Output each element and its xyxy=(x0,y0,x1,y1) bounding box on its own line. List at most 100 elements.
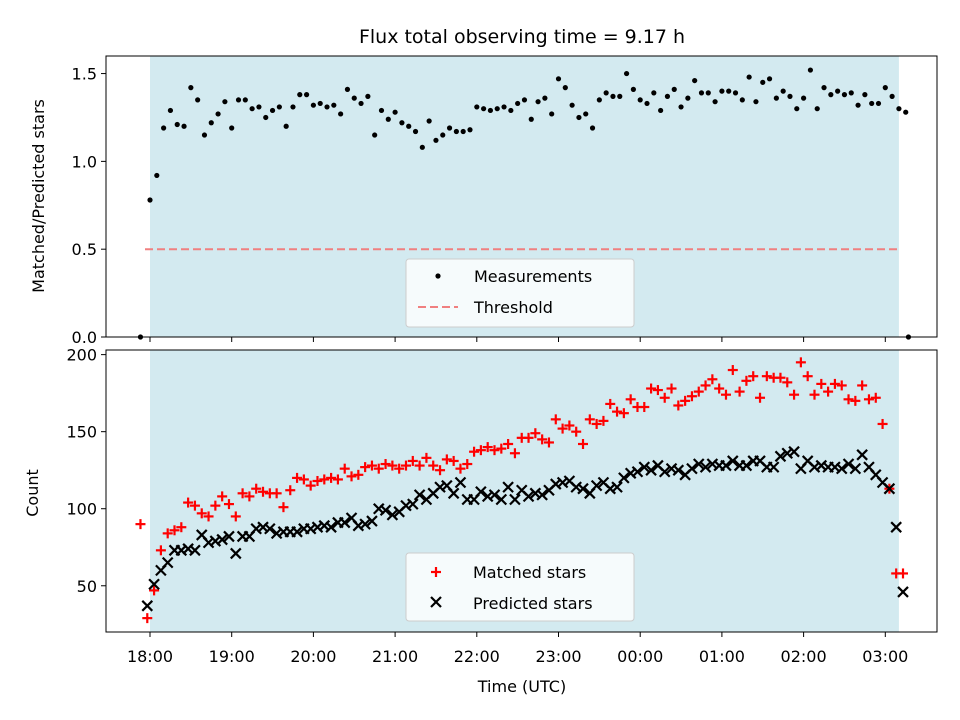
matched-star-point xyxy=(475,445,486,456)
measurement-point xyxy=(821,85,827,91)
measurement-point xyxy=(549,111,555,117)
measurement-point xyxy=(617,93,623,99)
predicted-star-point xyxy=(835,462,848,475)
predicted-star-point xyxy=(658,465,671,478)
measurement-point xyxy=(685,95,691,101)
predicted-star-point xyxy=(672,464,685,476)
matched-star-point xyxy=(863,394,874,405)
matched-star-point xyxy=(564,420,575,431)
measurement-point xyxy=(766,76,773,82)
measurement-point xyxy=(290,104,296,110)
matched-star-point xyxy=(571,426,582,437)
matched-star-point xyxy=(829,378,840,389)
bottom-x-tick-label: 23:00 xyxy=(535,647,581,666)
matched-star-point xyxy=(142,613,153,624)
matched-star-point xyxy=(469,446,480,457)
matched-star-point xyxy=(210,500,221,511)
bottom-y-tick-label: 150 xyxy=(66,423,97,442)
matched-star-point xyxy=(292,472,303,483)
predicted-star-point xyxy=(849,462,862,475)
predicted-star-stroke-b xyxy=(774,450,787,463)
matched-star-point xyxy=(523,432,534,443)
matched-star-point xyxy=(346,471,357,482)
measurement-point xyxy=(412,128,419,135)
measurement-point xyxy=(739,97,745,103)
matched-star-point xyxy=(761,371,772,382)
predicted-star-stroke-b xyxy=(189,544,201,557)
predicted-star-stroke-b xyxy=(808,461,821,473)
measurement-point xyxy=(903,109,909,115)
legend-predicted-marker xyxy=(430,596,442,608)
measurement-point xyxy=(147,197,153,203)
matched-star-point xyxy=(686,391,697,402)
matched-star-point xyxy=(680,395,691,406)
matched-star-point xyxy=(720,389,731,400)
matched-star-point xyxy=(816,378,827,389)
predicted-star-point xyxy=(447,487,460,500)
predicted-star-stroke-b xyxy=(556,476,569,489)
matched-star-point xyxy=(618,408,629,419)
predicted-star-point xyxy=(890,521,902,533)
predicted-star-stroke-b xyxy=(638,461,651,473)
measurement-point xyxy=(589,125,596,131)
measurement-point xyxy=(760,79,766,85)
predicted-star-stroke-b xyxy=(481,490,494,503)
predicted-star-stroke-b xyxy=(549,478,562,490)
measurement-point xyxy=(658,107,664,114)
predicted-star-point xyxy=(522,490,535,503)
predicted-star-point xyxy=(454,476,467,489)
predicted-star-stroke-b xyxy=(727,455,739,467)
matched-star-point xyxy=(639,402,650,413)
measurement-point xyxy=(188,85,194,91)
measurement-point xyxy=(753,99,759,105)
predicted-star-point xyxy=(161,556,174,569)
predicted-star-stroke-b xyxy=(400,499,412,512)
predicted-star-point xyxy=(379,504,392,517)
measurement-point xyxy=(719,88,725,94)
matched-star-point xyxy=(217,491,228,502)
predicted-star-stroke-b xyxy=(338,516,351,529)
predicted-star-stroke-b xyxy=(148,578,160,591)
bottom-x-tick-label: 20:00 xyxy=(290,647,336,666)
measurement-point xyxy=(501,104,507,110)
matched-star-point xyxy=(435,465,446,476)
measurement-point xyxy=(297,92,303,98)
matched-star-point xyxy=(843,394,854,405)
legend-predicted-stars: Predicted stars xyxy=(473,594,593,613)
measurement-point xyxy=(215,111,221,117)
top-y-tick-label: 0.0 xyxy=(72,328,97,347)
matched-star-point xyxy=(162,528,173,539)
matched-star-point xyxy=(666,383,677,394)
bottom-points xyxy=(135,357,909,624)
matched-star-point xyxy=(659,392,670,403)
matched-star-point xyxy=(809,389,820,400)
predicted-star-stroke-b xyxy=(230,547,242,560)
measurement-point xyxy=(807,67,814,73)
predicted-star-stroke-b xyxy=(645,464,657,476)
predicted-star-stroke-b xyxy=(291,526,303,538)
legend-matched-stars: Matched stars xyxy=(473,563,586,582)
matched-star-point xyxy=(584,414,595,425)
measurement-point xyxy=(596,97,602,103)
measurement-point xyxy=(869,100,875,107)
matched-star-point xyxy=(795,357,806,368)
matched-star-point xyxy=(870,392,881,403)
matched-star-point xyxy=(591,418,602,429)
predicted-star-stroke-b xyxy=(754,455,766,467)
predicted-star-point xyxy=(788,445,800,458)
measurement-point xyxy=(161,125,167,131)
predicted-star-stroke-b xyxy=(407,498,419,510)
measurement-point xyxy=(446,125,453,131)
measurement-point xyxy=(889,93,895,99)
measurement-point xyxy=(705,90,711,96)
matched-star-point xyxy=(278,502,289,513)
predicted-star-stroke-b xyxy=(563,475,576,487)
measurement-point xyxy=(283,123,289,129)
measurement-point xyxy=(664,93,671,99)
predicted-star-point xyxy=(856,449,868,461)
predicted-star-point xyxy=(509,493,521,506)
predicted-star-point xyxy=(883,482,896,495)
matched-star-point xyxy=(305,480,316,491)
predicted-star-stroke-b xyxy=(195,529,208,541)
top-chart-title: Flux total observing time = 9.17 h xyxy=(359,26,685,48)
